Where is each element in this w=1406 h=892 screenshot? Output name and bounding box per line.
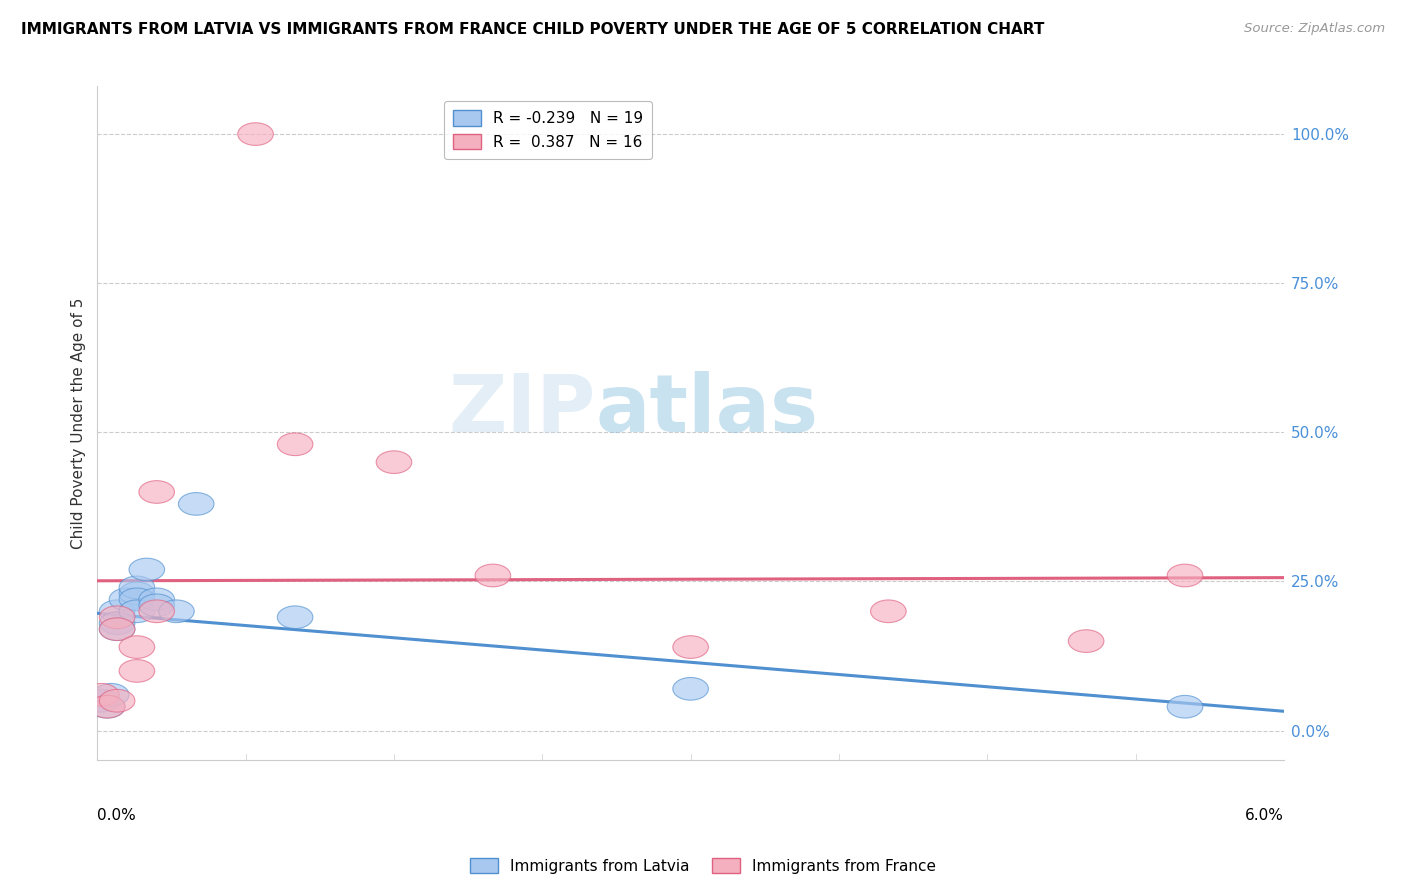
Ellipse shape xyxy=(120,600,155,623)
Ellipse shape xyxy=(1069,630,1104,652)
Ellipse shape xyxy=(120,588,155,611)
Ellipse shape xyxy=(870,600,905,623)
Ellipse shape xyxy=(139,594,174,616)
Ellipse shape xyxy=(93,683,129,706)
Ellipse shape xyxy=(159,600,194,623)
Legend: Immigrants from Latvia, Immigrants from France: Immigrants from Latvia, Immigrants from … xyxy=(464,852,942,880)
Ellipse shape xyxy=(673,636,709,658)
Text: 0.0%: 0.0% xyxy=(97,807,136,822)
Y-axis label: Child Poverty Under the Age of 5: Child Poverty Under the Age of 5 xyxy=(72,298,86,549)
Ellipse shape xyxy=(139,600,174,623)
Ellipse shape xyxy=(179,492,214,516)
Ellipse shape xyxy=(90,696,125,718)
Text: Source: ZipAtlas.com: Source: ZipAtlas.com xyxy=(1244,22,1385,36)
Ellipse shape xyxy=(120,582,155,605)
Ellipse shape xyxy=(1167,564,1202,587)
Ellipse shape xyxy=(377,450,412,474)
Ellipse shape xyxy=(277,606,314,629)
Ellipse shape xyxy=(120,636,155,658)
Ellipse shape xyxy=(139,481,174,503)
Ellipse shape xyxy=(90,696,125,718)
Ellipse shape xyxy=(1167,696,1202,718)
Text: IMMIGRANTS FROM LATVIA VS IMMIGRANTS FROM FRANCE CHILD POVERTY UNDER THE AGE OF : IMMIGRANTS FROM LATVIA VS IMMIGRANTS FRO… xyxy=(21,22,1045,37)
Ellipse shape xyxy=(475,564,510,587)
Ellipse shape xyxy=(100,618,135,640)
Ellipse shape xyxy=(120,576,155,599)
Text: ZIP: ZIP xyxy=(449,371,596,449)
Ellipse shape xyxy=(100,618,135,640)
Ellipse shape xyxy=(100,600,135,623)
Ellipse shape xyxy=(110,588,145,611)
Ellipse shape xyxy=(120,659,155,682)
Ellipse shape xyxy=(83,690,120,712)
Ellipse shape xyxy=(83,683,120,706)
Text: 6.0%: 6.0% xyxy=(1244,807,1284,822)
Ellipse shape xyxy=(277,433,314,456)
Ellipse shape xyxy=(100,612,135,634)
Text: atlas: atlas xyxy=(596,371,818,449)
Ellipse shape xyxy=(100,690,135,712)
Ellipse shape xyxy=(139,588,174,611)
Ellipse shape xyxy=(673,678,709,700)
Ellipse shape xyxy=(100,606,135,629)
Ellipse shape xyxy=(238,123,273,145)
Legend: R = -0.239   N = 19, R =  0.387   N = 16: R = -0.239 N = 19, R = 0.387 N = 16 xyxy=(444,101,652,159)
Ellipse shape xyxy=(129,558,165,581)
